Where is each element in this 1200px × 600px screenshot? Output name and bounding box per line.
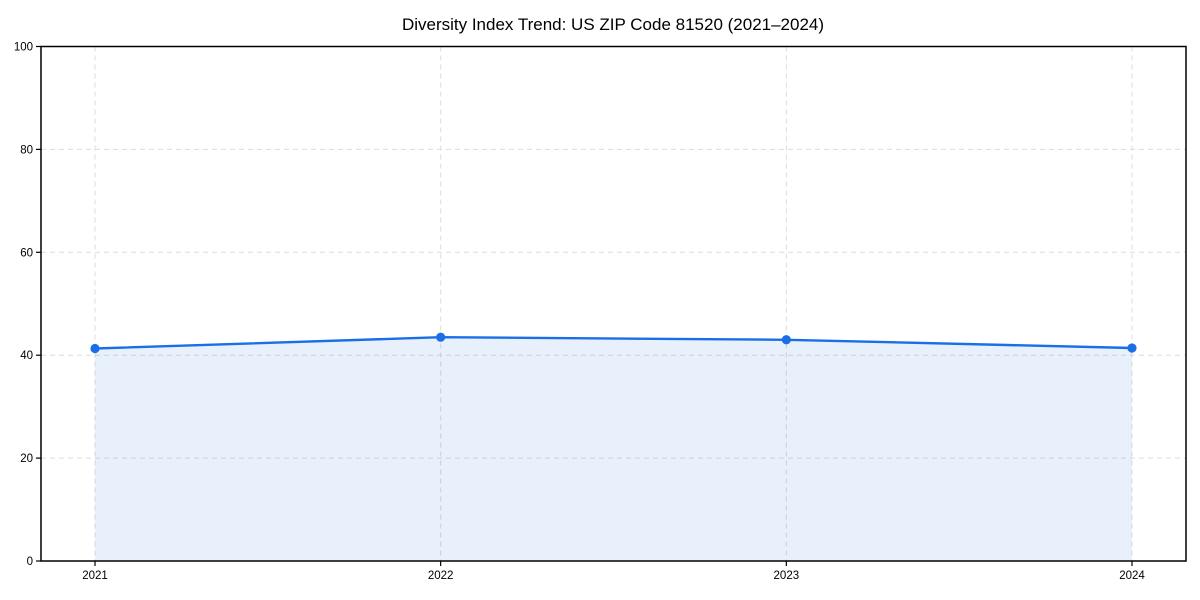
- y-tick-label: 40: [20, 350, 33, 362]
- x-tick-label: 2024: [1119, 570, 1145, 582]
- chart-title: Diversity Index Trend: US ZIP Code 81520…: [402, 15, 824, 34]
- trend-line: [93, 335, 1134, 350]
- data-point-marker: [781, 335, 791, 345]
- data-point-marker: [90, 343, 100, 354]
- trend-line-layer: [93, 335, 1134, 350]
- data-point-marker: [436, 332, 446, 342]
- y-tick-label: 20: [20, 453, 33, 465]
- y-tick-label: 100: [14, 42, 33, 54]
- y-tick-label: 60: [20, 247, 33, 259]
- x-tick-label: 2021: [82, 570, 108, 582]
- area-fill-layer: [95, 337, 1132, 561]
- y-tick-label: 80: [20, 144, 33, 156]
- plot-frame: [40, 45, 1187, 562]
- x-tick-label: 2022: [428, 570, 454, 582]
- data-point-layer: [90, 332, 1137, 354]
- x-tick-label: 2023: [774, 570, 800, 582]
- gridlines: [41, 46, 1186, 561]
- area-fill: [95, 337, 1132, 561]
- axes-layer: [36, 45, 1187, 566]
- tick-label-layer: 0 20 40 60 80 100 2021 2022 2023 2024: [14, 42, 1146, 583]
- data-point-marker: [1127, 343, 1137, 353]
- y-tick-label: 0: [27, 556, 33, 568]
